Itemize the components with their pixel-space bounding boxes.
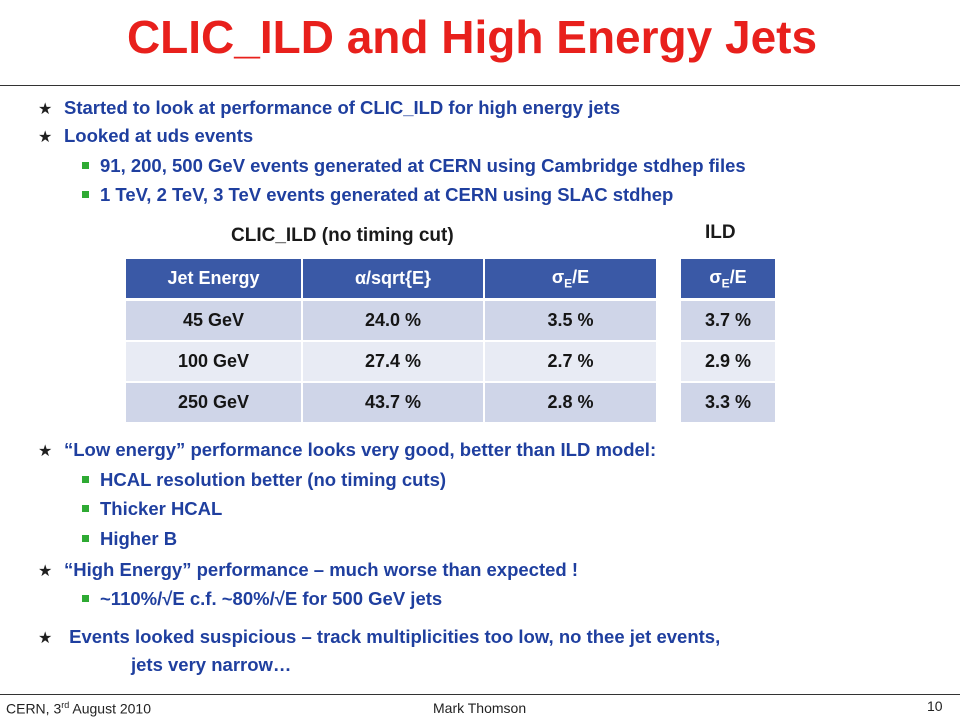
clic-table-caption: CLIC_ILD (no timing cut) xyxy=(231,225,454,246)
table-cell: 2.7 % xyxy=(483,342,656,383)
bullet-text: “Low energy” performance looks very good… xyxy=(64,439,657,460)
table-row: 45 GeV 24.0 % 3.5 % xyxy=(126,301,656,342)
table-cell: 3.7 % xyxy=(681,301,775,342)
page-title: CLIC_ILD and High Energy Jets xyxy=(126,11,818,63)
bullet-text: Looked at uds events xyxy=(64,125,254,146)
page-number: 10 xyxy=(927,698,943,714)
square-bullet-icon xyxy=(82,534,89,542)
title-divider xyxy=(0,85,960,86)
header-alpha-sqrt: α/sqrt{E} xyxy=(301,259,483,301)
table-cell: 100 GeV xyxy=(126,342,301,383)
star-bullet-icon: ★ xyxy=(38,129,53,146)
bullet-item: ★ Looked at uds events xyxy=(38,124,253,150)
table-row: 100 GeV 27.4 % 2.7 % xyxy=(126,342,656,383)
square-bullet-icon xyxy=(82,161,89,169)
bullet-text: Started to look at performance of CLIC_I… xyxy=(64,97,621,118)
footer-venue-text: CERN, 3 xyxy=(6,700,62,717)
bullet-continuation: jets very narrow… xyxy=(131,654,292,675)
table-row: 250 GeV 43.7 % 2.8 % xyxy=(126,383,656,424)
bullet-item: ★ “High Energy” performance – much worse … xyxy=(38,558,578,584)
bullet-item: ★ “Low energy” performance looks very goo… xyxy=(38,438,656,464)
sub-bullet-text: HCAL resolution better (no timing cuts) xyxy=(100,469,447,490)
sub-bullet-item: HCAL resolution better (no timing cuts) xyxy=(82,468,446,492)
table-cell: 2.9 % xyxy=(681,342,775,383)
sub-bullet-text: Higher B xyxy=(100,528,178,549)
table-cell: 24.0 % xyxy=(301,301,483,342)
header-sigma-e: σE/E xyxy=(681,259,775,301)
table-row: 3.7 % xyxy=(681,301,775,342)
header-jet-energy: Jet Energy xyxy=(126,259,301,301)
star-bullet-icon: ★ xyxy=(38,443,53,460)
footer-venue-date: August 2010 xyxy=(69,700,151,717)
square-bullet-icon xyxy=(82,190,89,198)
sub-bullet-item: 91, 200, 500 GeV events generated at CER… xyxy=(82,154,746,178)
square-bullet-icon xyxy=(82,475,89,483)
sub-bullet-item: 1 TeV, 2 TeV, 3 TeV events generated at … xyxy=(82,183,673,207)
bullet-text: Events looked suspicious – track multipl… xyxy=(69,626,721,647)
table-row: 2.9 % xyxy=(681,342,775,383)
footer-venue: CERN, 3rd August 2010 xyxy=(6,700,151,717)
bullet-text: “High Energy” performance – much worse t… xyxy=(64,559,579,580)
table-row: 3.3 % xyxy=(681,383,775,424)
sub-bullet-text: Thicker HCAL xyxy=(100,498,223,519)
square-bullet-icon xyxy=(82,504,89,512)
sub-bullet-item: ~110%/√E c.f. ~80%/√E for 500 GeV jets xyxy=(82,587,442,611)
footer-venue-sup: rd xyxy=(61,700,70,710)
table-cell: 45 GeV xyxy=(126,301,301,342)
star-bullet-icon: ★ xyxy=(38,101,53,118)
footer-divider xyxy=(0,694,960,695)
ild-results-table: σE/E 3.7 % 2.9 % 3.3 % xyxy=(681,259,775,424)
sub-bullet-item: Thicker HCAL xyxy=(82,497,222,521)
footer-author: Mark Thomson xyxy=(433,700,527,716)
table-cell: 27.4 % xyxy=(301,342,483,383)
star-bullet-icon: ★ xyxy=(38,630,53,647)
table-cell: 3.3 % xyxy=(681,383,775,424)
table-cell: 2.8 % xyxy=(483,383,656,424)
clic-results-table: Jet Energy α/sqrt{E} σE/E 45 GeV 24.0 % … xyxy=(126,259,656,424)
sub-bullet-item: Higher B xyxy=(82,527,177,551)
square-bullet-icon xyxy=(82,594,89,602)
ild-table-caption: ILD xyxy=(705,222,736,243)
header-sigma-e: σE/E xyxy=(483,259,656,301)
sub-bullet-text: ~110%/√E c.f. ~80%/√E for 500 GeV jets xyxy=(100,588,443,609)
table-cell: 250 GeV xyxy=(126,383,301,424)
sub-bullet-text: 1 TeV, 2 TeV, 3 TeV events generated at … xyxy=(100,184,674,205)
bullet-item: ★ Started to look at performance of CLIC_… xyxy=(38,96,620,122)
bullet-item: ★ Events looked suspicious – track multi… xyxy=(38,625,720,651)
table-cell: 43.7 % xyxy=(301,383,483,424)
star-bullet-icon: ★ xyxy=(38,563,53,580)
sub-bullet-text: 91, 200, 500 GeV events generated at CER… xyxy=(100,155,746,176)
table-cell: 3.5 % xyxy=(483,301,656,342)
